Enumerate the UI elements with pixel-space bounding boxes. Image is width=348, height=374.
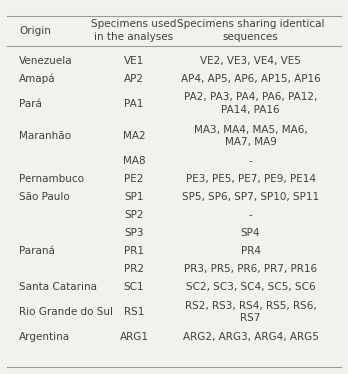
Text: RS1: RS1 <box>124 307 144 317</box>
Text: SP2: SP2 <box>124 210 144 220</box>
Text: RS2, RS3, RS4, RS5, RS6,
RS7: RS2, RS3, RS4, RS5, RS6, RS7 <box>185 301 316 323</box>
Text: Venezuela: Venezuela <box>19 56 73 65</box>
Text: PR2: PR2 <box>124 264 144 274</box>
Text: SP1: SP1 <box>124 192 144 202</box>
Text: Specimens used
in the analyses: Specimens used in the analyses <box>91 19 177 42</box>
Text: MA2: MA2 <box>122 131 145 141</box>
Text: VE2, VE3, VE4, VE5: VE2, VE3, VE4, VE5 <box>200 56 301 65</box>
Text: ARG1: ARG1 <box>119 332 149 342</box>
Text: AP2: AP2 <box>124 74 144 83</box>
Text: SC1: SC1 <box>124 282 144 292</box>
Text: PR1: PR1 <box>124 246 144 256</box>
Text: Argentina: Argentina <box>19 332 70 342</box>
Text: MA3, MA4, MA5, MA6,
MA7, MA9: MA3, MA4, MA5, MA6, MA7, MA9 <box>194 125 307 147</box>
Text: PR4: PR4 <box>240 246 261 256</box>
Text: Amapá: Amapá <box>19 73 56 84</box>
Text: AP4, AP5, AP6, AP15, AP16: AP4, AP5, AP6, AP15, AP16 <box>181 74 321 83</box>
Text: VE1: VE1 <box>124 56 144 65</box>
Text: PR3, PR5, PR6, PR7, PR16: PR3, PR5, PR6, PR7, PR16 <box>184 264 317 274</box>
Text: Pernambuco: Pernambuco <box>19 174 84 184</box>
Text: PE2: PE2 <box>124 174 144 184</box>
Text: Specimens sharing identical
sequences: Specimens sharing identical sequences <box>177 19 324 42</box>
Text: PA1: PA1 <box>124 99 144 109</box>
Text: ARG2, ARG3, ARG4, ARG5: ARG2, ARG3, ARG4, ARG5 <box>183 332 318 342</box>
Text: Paraná: Paraná <box>19 246 55 256</box>
Text: -: - <box>249 210 252 220</box>
Text: MA8: MA8 <box>122 156 145 166</box>
Text: Origin: Origin <box>19 26 51 36</box>
Text: SP4: SP4 <box>241 228 260 238</box>
Text: São Paulo: São Paulo <box>19 192 70 202</box>
Text: Santa Catarina: Santa Catarina <box>19 282 97 292</box>
Text: Pará: Pará <box>19 99 42 109</box>
Text: -: - <box>249 156 252 166</box>
Text: PA2, PA3, PA4, PA6, PA12,
PA14, PA16: PA2, PA3, PA4, PA6, PA12, PA14, PA16 <box>184 92 317 115</box>
Text: SP5, SP6, SP7, SP10, SP11: SP5, SP6, SP7, SP10, SP11 <box>182 192 319 202</box>
Text: SC2, SC3, SC4, SC5, SC6: SC2, SC3, SC4, SC5, SC6 <box>186 282 315 292</box>
Text: PE3, PE5, PE7, PE9, PE14: PE3, PE5, PE7, PE9, PE14 <box>185 174 316 184</box>
Text: Maranhão: Maranhão <box>19 131 71 141</box>
Text: Rio Grande do Sul: Rio Grande do Sul <box>19 307 113 317</box>
Text: SP3: SP3 <box>124 228 144 238</box>
